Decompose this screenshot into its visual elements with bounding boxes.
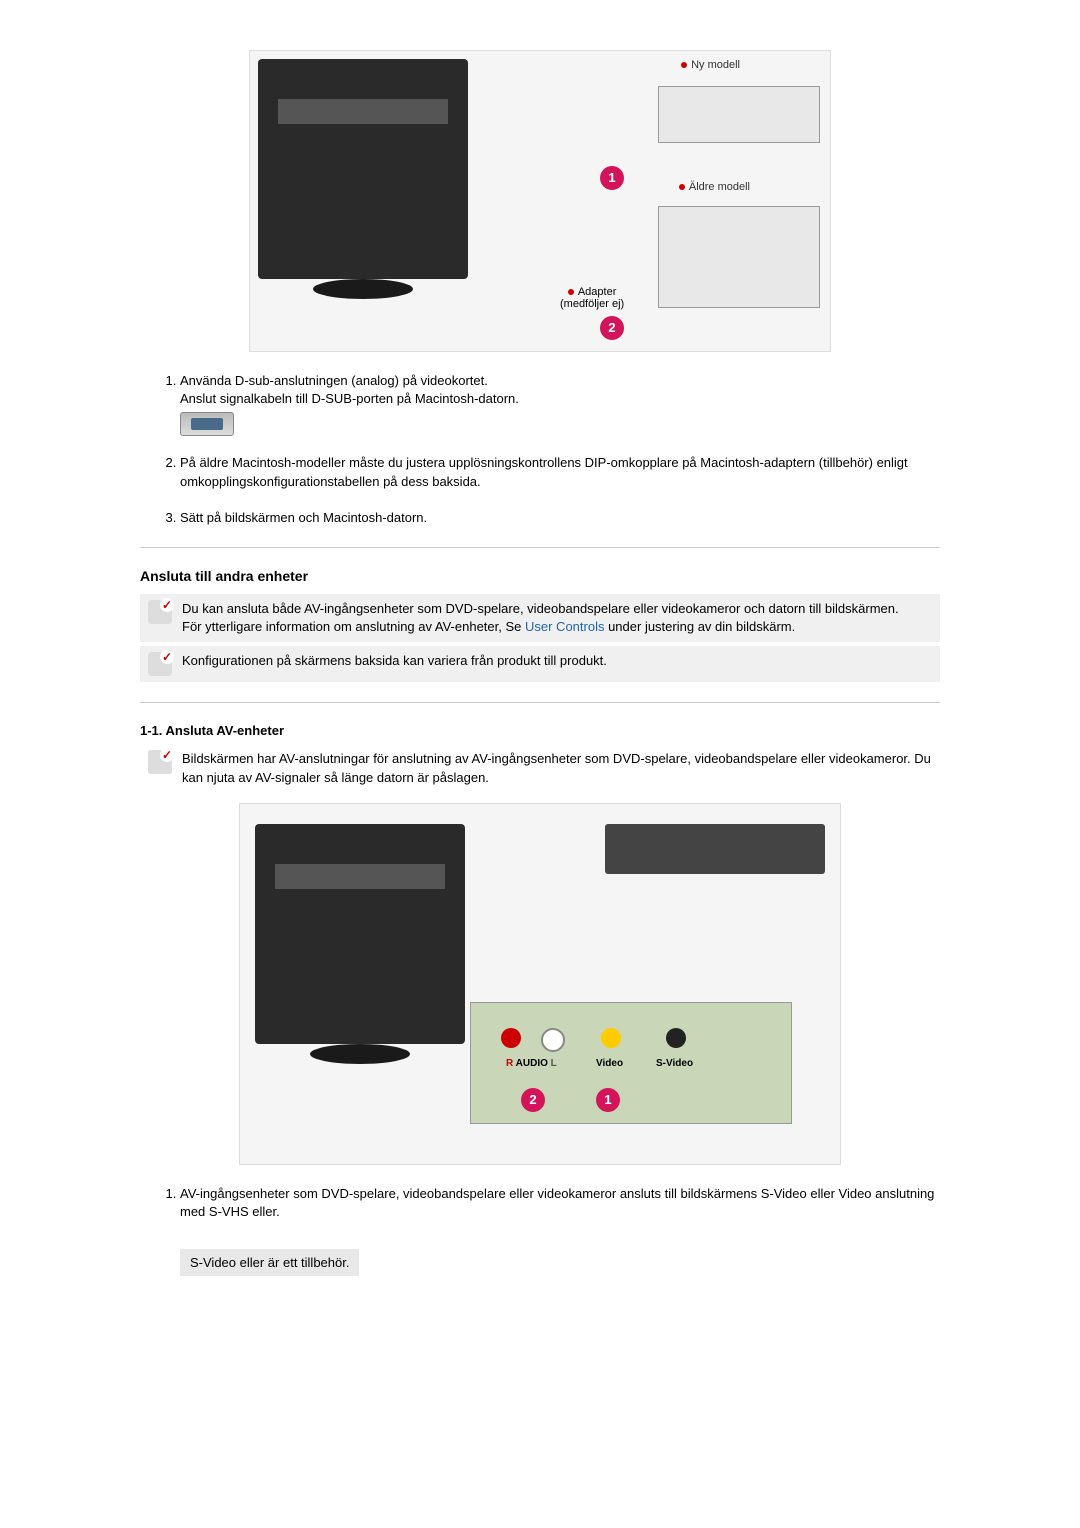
pc-new-model [658, 86, 820, 143]
info-text-3: Bildskärmen har AV-anslutningar för ansl… [182, 750, 932, 786]
badge-1: 1 [600, 166, 624, 190]
step-1-line2: Anslut signalkabeln till D-SUB-porten på… [180, 391, 519, 406]
svideo-jack [666, 1028, 686, 1048]
check-icon [148, 600, 172, 624]
monitor-front [258, 59, 468, 279]
monitor-ports [278, 99, 448, 124]
audio-l-jack [541, 1028, 565, 1052]
info-row-2: Konfigurationen på skärmens baksida kan … [140, 646, 940, 682]
step-1-line1: Använda D-sub-anslutningen (analog) på v… [180, 373, 488, 388]
dsub-icon [180, 412, 234, 436]
section-other-devices-title: Ansluta till andra enheter [140, 568, 940, 584]
step-2: På äldre Macintosh-modeller måste du jus… [180, 454, 940, 490]
info-row-3: Bildskärmen har AV-anslutningar för ansl… [140, 744, 940, 792]
info-text-1: Du kan ansluta både AV-ingångsenheter so… [182, 600, 932, 636]
audio-r-jack [501, 1028, 521, 1048]
svideo-label: S-Video [656, 1058, 693, 1069]
check-icon [148, 652, 172, 676]
step-1: Använda D-sub-anslutningen (analog) på v… [180, 372, 940, 436]
check-icon [148, 750, 172, 774]
info-text-2: Konfigurationen på skärmens baksida kan … [182, 652, 932, 670]
adapter-label: Adapter (medföljer ej) [560, 286, 624, 310]
badge-1-av: 1 [596, 1088, 620, 1112]
section-av-title: 1-1. Ansluta AV-enheter [140, 723, 940, 738]
old-model-label: Äldre modell [679, 181, 750, 193]
accessory-note: S-Video eller är ett tillbehör. [180, 1249, 359, 1276]
badge-2: 2 [600, 316, 624, 340]
monitor-stand-2 [310, 1044, 410, 1064]
new-model-label: Ny modell [681, 59, 740, 71]
step-3: Sätt på bildskärmen och Macintosh-datorn… [180, 509, 940, 527]
accessory-note-wrap: S-Video eller är ett tillbehör. [140, 1241, 940, 1276]
video-jack [601, 1028, 621, 1048]
divider-2 [140, 702, 940, 703]
audio-label: R AUDIO L [506, 1058, 557, 1069]
user-controls-link[interactable]: User Controls [525, 619, 604, 634]
dvd-player [605, 824, 825, 874]
monitor-back [255, 824, 465, 1044]
pc-old-model [658, 206, 820, 308]
monitor-stand [313, 279, 413, 299]
video-label: Video [596, 1058, 623, 1069]
monitor-ports-2 [275, 864, 445, 889]
info-row-1: Du kan ansluta både AV-ingångsenheter so… [140, 594, 940, 642]
macintosh-connection-diagram: Ny modell Äldre modell 1 Adapter (medföl… [249, 50, 831, 352]
badge-2-av: 2 [521, 1088, 545, 1112]
av-step-1: AV-ingångsenheter som DVD-spelare, video… [180, 1185, 940, 1221]
av-connection-diagram: R AUDIO L Video S-Video 1 2 [239, 803, 841, 1165]
av-steps: AV-ingångsenheter som DVD-spelare, video… [140, 1185, 940, 1221]
divider-1 [140, 547, 940, 548]
macintosh-steps: Använda D-sub-anslutningen (analog) på v… [140, 372, 940, 527]
av-panel: R AUDIO L Video S-Video 1 2 [470, 1002, 792, 1124]
